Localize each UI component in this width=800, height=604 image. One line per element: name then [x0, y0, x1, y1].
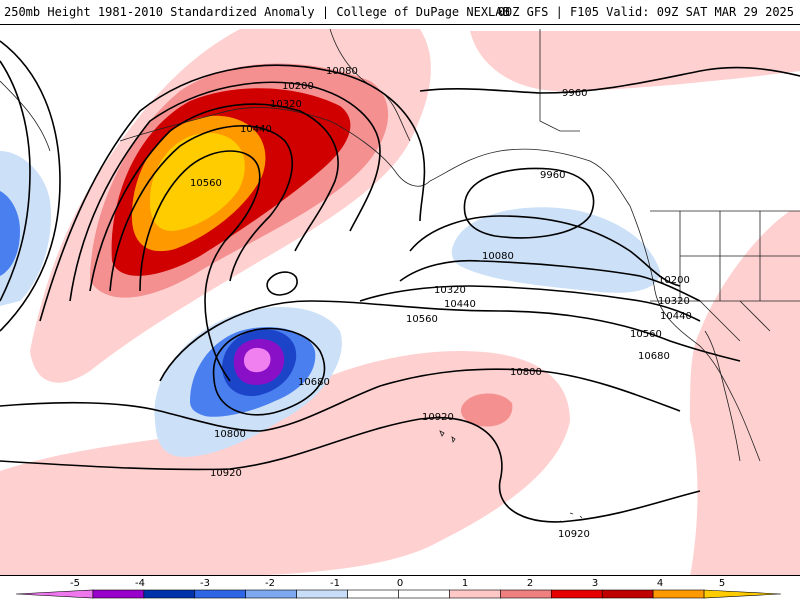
height-contour: [463, 167, 595, 239]
legend-color-box: [449, 589, 501, 599]
height-contour: [419, 66, 800, 94]
height-contour: [409, 215, 681, 287]
anomaly-map: 10080 10200 10320 10440 10560 9960 9960 …: [0, 24, 800, 576]
anomaly-neg2-region: [0, 191, 20, 276]
legend-tick: -5: [70, 578, 80, 589]
contour-labels: 10080 10200 10320 10440 10560 9960 9960 …: [190, 66, 692, 540]
contour-label: 10800: [510, 367, 542, 378]
legend-color-box: [652, 589, 705, 599]
legend-color-box: [15, 589, 94, 599]
legend-color-box: [92, 589, 145, 599]
legend-tick: 1: [462, 578, 468, 589]
height-contour: [39, 64, 426, 322]
map-canvas: 10080 10200 10320 10440 10560 9960 9960 …: [0, 28, 800, 575]
legend-tick: 0: [397, 578, 403, 589]
height-contour: [0, 60, 31, 302]
legend-tick: 3: [592, 578, 598, 589]
state-borders: [650, 211, 800, 342]
height-contour: [159, 300, 741, 382]
contour-label: 10200: [658, 275, 690, 286]
contour-label: 9960: [562, 88, 587, 99]
legend-tick: -2: [265, 578, 275, 589]
height-contour: [0, 417, 701, 523]
height-contours: [0, 40, 800, 523]
siberia-coastline: [0, 80, 51, 152]
anomaly-legend: -5 -4 -3 -2 -1 0 1 2 3 4 5: [0, 576, 800, 600]
height-contour: [359, 285, 701, 322]
legend-tick: -4: [135, 578, 145, 589]
anomaly-pos1-region: [690, 211, 800, 575]
height-contour: [0, 40, 61, 332]
height-contour: [212, 327, 326, 416]
us-west-coastline: [629, 205, 761, 462]
valid-time: 00Z GFS | F105 Valid: 09Z SAT MAR 29 202…: [497, 5, 794, 19]
height-contour: [0, 368, 681, 432]
map-title: 250mb Height 1981-2010 Standardized Anom…: [4, 5, 510, 19]
contour-label: 10320: [658, 296, 690, 307]
legend-colorbar: -5 -4 -3 -2 -1 0 1 2 3 4 5: [15, 578, 782, 599]
canada-coastline: [429, 148, 631, 207]
legend-color-box: [500, 589, 552, 599]
contour-label: 10200: [282, 81, 314, 92]
contour-label: 10680: [298, 377, 330, 388]
hawaii-islands: [439, 430, 456, 444]
contour-label: 10920: [558, 529, 590, 540]
height-contour: [109, 125, 293, 292]
contour-label: 10560: [406, 314, 438, 325]
legend-color-box: [398, 589, 450, 599]
contour-label: 10320: [434, 285, 466, 296]
legend-color-box: [601, 589, 654, 599]
anomaly-neg5-region: [244, 347, 271, 373]
contour-label: 10080: [326, 66, 358, 77]
height-contour: [69, 81, 381, 302]
anomaly-pos2-region: [460, 393, 513, 427]
contour-label: 9960: [540, 170, 565, 181]
contour-label: 10440: [240, 124, 272, 135]
legend-color-box: [194, 589, 247, 599]
legend-color-box: [703, 589, 782, 599]
positive-anomaly-shading: [0, 29, 800, 575]
contour-label: 10560: [190, 178, 222, 189]
legend-tick: 5: [719, 578, 725, 589]
contour-label: 10440: [444, 299, 476, 310]
legend-tick: 4: [657, 578, 663, 589]
anomaly-pos5-region: [149, 132, 245, 231]
legend-tick-labels: -5 -4 -3 -2 -1 0 1 2 3 4 5: [70, 578, 725, 589]
legend-color-box: [143, 589, 196, 599]
contour-label: 10920: [210, 468, 242, 479]
height-contour: [399, 259, 701, 302]
contour-label: 10920: [422, 412, 454, 423]
legend-color-box: [347, 589, 399, 599]
canada-border: [539, 29, 580, 132]
legend-color-box: [550, 589, 603, 599]
legend-tick: -1: [330, 578, 340, 589]
legend-tick: 2: [527, 578, 533, 589]
contour-label: 10080: [482, 251, 514, 262]
contour-label: 10440: [660, 311, 692, 322]
legend-color-boxes: [15, 589, 782, 599]
map-header: 250mb Height 1981-2010 Standardized Anom…: [0, 0, 800, 24]
legend-color-box: [296, 589, 348, 599]
height-contour: [139, 150, 261, 382]
height-contour: [89, 103, 339, 292]
anomaly-pos1-region: [0, 351, 570, 575]
baja-coastline: [704, 330, 741, 462]
anomaly-pos1-region: [470, 31, 800, 91]
contour-label: 10560: [630, 329, 662, 340]
contour-label: 10800: [214, 429, 246, 440]
height-contour: [266, 271, 298, 296]
contour-label: 10320: [270, 99, 302, 110]
legend-color-box: [245, 589, 297, 599]
legend-tick: -3: [200, 578, 210, 589]
contour-label: 10680: [638, 351, 670, 362]
